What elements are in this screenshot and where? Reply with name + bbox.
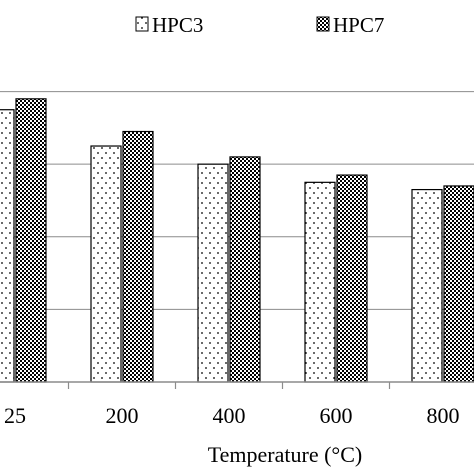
- bar-hpc7-800: [443, 185, 474, 383]
- legend-label-hpc3: HPC3: [152, 13, 203, 37]
- legend-swatch-hpc7: [316, 16, 330, 32]
- x-axis-title: Temperature (°C): [208, 442, 362, 467]
- x-tick-label-25: 25: [4, 403, 26, 428]
- x-axis: 25 200 400 600 800: [0, 381, 474, 428]
- bar-hpc3-200: [90, 145, 122, 383]
- bar-hpc3-400: [197, 163, 229, 383]
- legend-label-hpc7: HPC7: [333, 13, 384, 37]
- bar-hpc3-600: [304, 181, 336, 383]
- bar-hpc7-25: [15, 98, 47, 383]
- x-tick-label-600: 600: [320, 403, 353, 428]
- bars: [0, 98, 474, 383]
- bar-hpc7-200: [122, 130, 154, 383]
- x-tick-label-800: 800: [427, 403, 460, 428]
- bar-hpc3-800: [411, 188, 443, 383]
- x-tick-label-400: 400: [213, 403, 246, 428]
- bar-hpc3-25: [0, 109, 15, 383]
- legend-swatch-hpc3: [135, 16, 149, 32]
- bar-hpc7-600: [336, 174, 368, 383]
- legend: HPC3 HPC7: [135, 13, 384, 37]
- x-tick-label-200: 200: [106, 403, 139, 428]
- bar-hpc7-400: [229, 156, 261, 383]
